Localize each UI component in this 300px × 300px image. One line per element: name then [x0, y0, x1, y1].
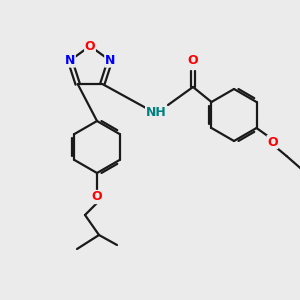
Text: O: O	[267, 136, 278, 148]
Text: O: O	[92, 190, 102, 203]
Text: NH: NH	[146, 106, 167, 118]
Text: O: O	[85, 40, 95, 52]
Text: N: N	[105, 54, 115, 67]
Text: O: O	[188, 55, 198, 68]
Text: N: N	[65, 54, 75, 67]
